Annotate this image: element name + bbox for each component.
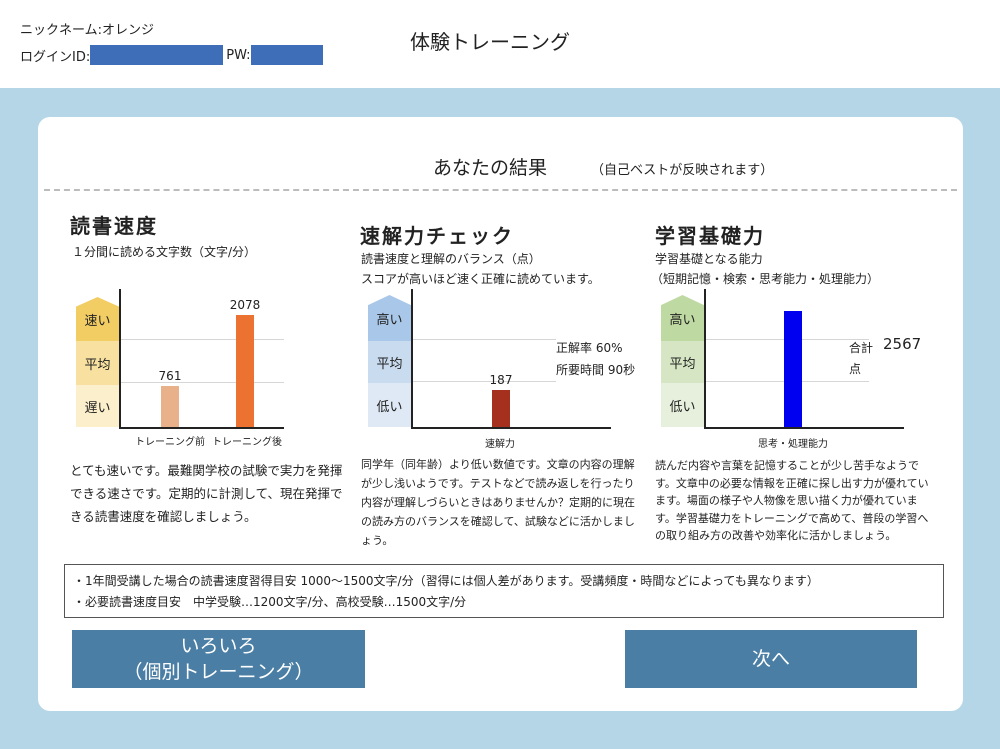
tier-high: 高い: [368, 295, 411, 341]
divider: [44, 189, 957, 191]
reading-speed-desc: １分間に読める文字数（文字/分）: [72, 245, 257, 259]
bar-learning: [784, 311, 802, 427]
tier-low: 低い: [661, 383, 704, 427]
learning-title: 学習基礎力: [655, 224, 765, 248]
bar-value-before: 761: [158, 369, 182, 384]
tier-average: 平均: [76, 341, 119, 385]
result-subtitle: （自己ベストが反映されます）: [591, 163, 774, 178]
unit-label: 点: [849, 362, 862, 376]
note-line-2: ・必要読書速度目安 中学受験…1200文字/分、高校受験…1500文字/分: [73, 595, 467, 609]
result-title: あなたの結果: [433, 157, 548, 179]
reading-speed-comment: とても速いです。最難関学校の試験で実力を発揮できる速さです。定期的に計測して、現…: [70, 463, 343, 524]
login-id-masked: [90, 45, 224, 65]
individual-training-label-2: （個別トレーニング）: [123, 661, 314, 683]
accuracy-title: 速解力チェック: [360, 224, 514, 248]
password-label: PW:: [226, 47, 251, 63]
bar-before-training: [161, 386, 179, 427]
individual-training-label-1: いろいろ: [180, 635, 257, 657]
password-masked: [250, 45, 323, 65]
x-label-after: トレーニング後: [212, 437, 282, 448]
header-bar: ニックネーム:オレンジ ログインID: PW: 体験トレーニング: [0, 0, 1000, 88]
accuracy-desc-1: 読書速度と理解のバランス（点）: [361, 252, 541, 266]
x-label-before: トレーニング前: [135, 437, 205, 448]
total-label: 合計: [849, 341, 874, 355]
accuracy-comment: 同学年（同年齢）より低い数値です。文章の内容の理解が少し浅いようです。テストなど…: [361, 458, 636, 547]
total-value: 2567: [883, 335, 922, 353]
next-button-label: 次へ: [751, 648, 790, 670]
tier-average: 平均: [368, 341, 411, 383]
correct-rate: 正解率 60%: [556, 341, 623, 355]
learning-desc-1: 学習基礎となる能力: [655, 252, 763, 266]
individual-training-button[interactable]: いろいろ （個別トレーニング）: [72, 630, 365, 688]
next-button[interactable]: 次へ: [625, 630, 917, 688]
learning-desc-2: （短期記憶・検索・思考能力・処理能力）: [651, 272, 880, 286]
nickname-label: ニックネーム:オレンジ: [20, 23, 154, 38]
x-label-accuracy: 速解力: [485, 439, 515, 450]
note-line-1: ・1年間受講した場合の読書速度習得目安 1000～1500文字/分（習得には個人…: [73, 574, 819, 588]
result-card: あなたの結果 （自己ベストが反映されます） 読書速度 １分間に読める文字数（文字…: [38, 117, 963, 711]
tier-low: 低い: [368, 383, 411, 427]
app-title: 体験トレーニング: [410, 30, 570, 54]
bar-after-training: [236, 315, 254, 427]
tier-high: 高い: [661, 295, 704, 341]
tier-fast: 速い: [76, 297, 119, 341]
bar-value-after: 2078: [229, 298, 261, 313]
login-id-label: ログインID:: [20, 49, 91, 65]
bar-value-accuracy: 187: [489, 372, 513, 387]
learning-comment: 読んだ内容や言葉を記憶することが少し苦手なようです。文章中の必要な情報を正確に探…: [655, 459, 929, 542]
bar-accuracy: [492, 389, 510, 427]
login-row: ログインID: PW:: [20, 45, 323, 65]
time-required: 所要時間 90秒: [556, 363, 636, 377]
tier-average: 平均: [661, 341, 704, 383]
tier-slow: 遅い: [76, 385, 119, 427]
reading-speed-title: 読書速度: [70, 214, 158, 238]
notes-box: ・1年間受講した場合の読書速度習得目安 1000～1500文字/分（習得には個人…: [64, 564, 944, 618]
accuracy-desc-2: スコアが高いほど速く正確に読めています。: [361, 272, 600, 286]
x-label-learning: 思考・処理能力: [758, 439, 828, 450]
